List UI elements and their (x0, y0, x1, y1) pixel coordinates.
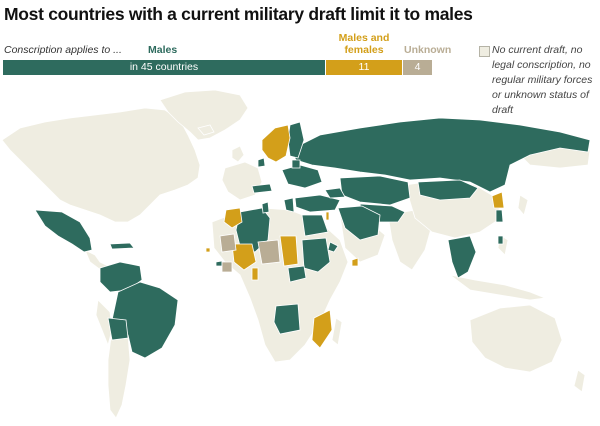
legend-count-males: in 45 countries (129, 61, 199, 73)
country-niger (257, 239, 281, 265)
country-russia (289, 117, 591, 193)
country-israel (325, 211, 330, 221)
country-benin (251, 267, 259, 281)
country-south-korea (495, 209, 504, 223)
country-guinea-bissau (215, 260, 223, 267)
country-north-korea (491, 191, 505, 209)
page-title: Most countries with a current military d… (4, 4, 473, 24)
country-kazakhstan (339, 175, 411, 206)
region-indonesia (449, 274, 547, 301)
country-indochina (447, 235, 477, 279)
legend-label-no-draft: No current draft, no legal conscription,… (492, 44, 593, 116)
legend-label-unknown: Unknown (404, 44, 452, 56)
legend-bar-males-and-females: 11 (326, 60, 402, 75)
legend-bar-unknown: 4 (403, 60, 432, 75)
legend-count-unknown: 4 (414, 61, 421, 73)
country-cape-verde (205, 247, 211, 253)
legend-count-males-and-females: 11 (358, 61, 370, 73)
country-caucasus (324, 187, 346, 199)
country-baltics (291, 159, 301, 169)
country-tunisia (261, 201, 270, 214)
country-greece (283, 197, 295, 213)
region-western-europe (221, 161, 263, 201)
country-mongolia (417, 179, 479, 201)
region-southern-cone (107, 329, 131, 419)
region-australia (469, 304, 563, 373)
legend-swatch-no-draft (479, 46, 490, 57)
country-mexico (34, 209, 93, 253)
country-angola (273, 303, 301, 335)
region-madagascar (331, 317, 343, 346)
region-greenland (159, 89, 249, 141)
country-egypt (301, 214, 329, 237)
country-mozambique (311, 309, 333, 349)
country-turkey (294, 194, 341, 213)
legend-label-males-and-females: Males and females (338, 32, 390, 56)
legend-bar-males: in 45 countries (3, 60, 325, 75)
country-guinea-sierra-leone (221, 261, 233, 273)
country-taiwan (497, 235, 504, 245)
region-uk (231, 145, 245, 163)
country-morocco (223, 207, 243, 229)
country-ukraine-belarus (281, 164, 323, 189)
country-mali (231, 243, 257, 271)
country-iran (337, 205, 381, 241)
legend-caption: Conscription applies to ... (4, 44, 122, 56)
region-iceland (197, 124, 215, 136)
region-new-zealand (573, 369, 586, 393)
country-austria-switzerland (251, 183, 273, 194)
country-bolivia (107, 317, 129, 341)
country-car (287, 265, 307, 283)
country-east-africa-spot (351, 257, 359, 267)
legend-label-males: Males (148, 44, 178, 56)
country-cuba (109, 242, 135, 250)
world-map (1, 89, 591, 419)
country-eritrea (327, 241, 339, 253)
region-peru-chile-west (95, 299, 113, 347)
country-mauritania (219, 233, 237, 253)
country-sudan (301, 237, 331, 273)
country-chad (279, 235, 299, 267)
country-norway-sweden (261, 124, 291, 163)
country-denmark (257, 157, 266, 168)
region-canada-usa (1, 107, 201, 223)
